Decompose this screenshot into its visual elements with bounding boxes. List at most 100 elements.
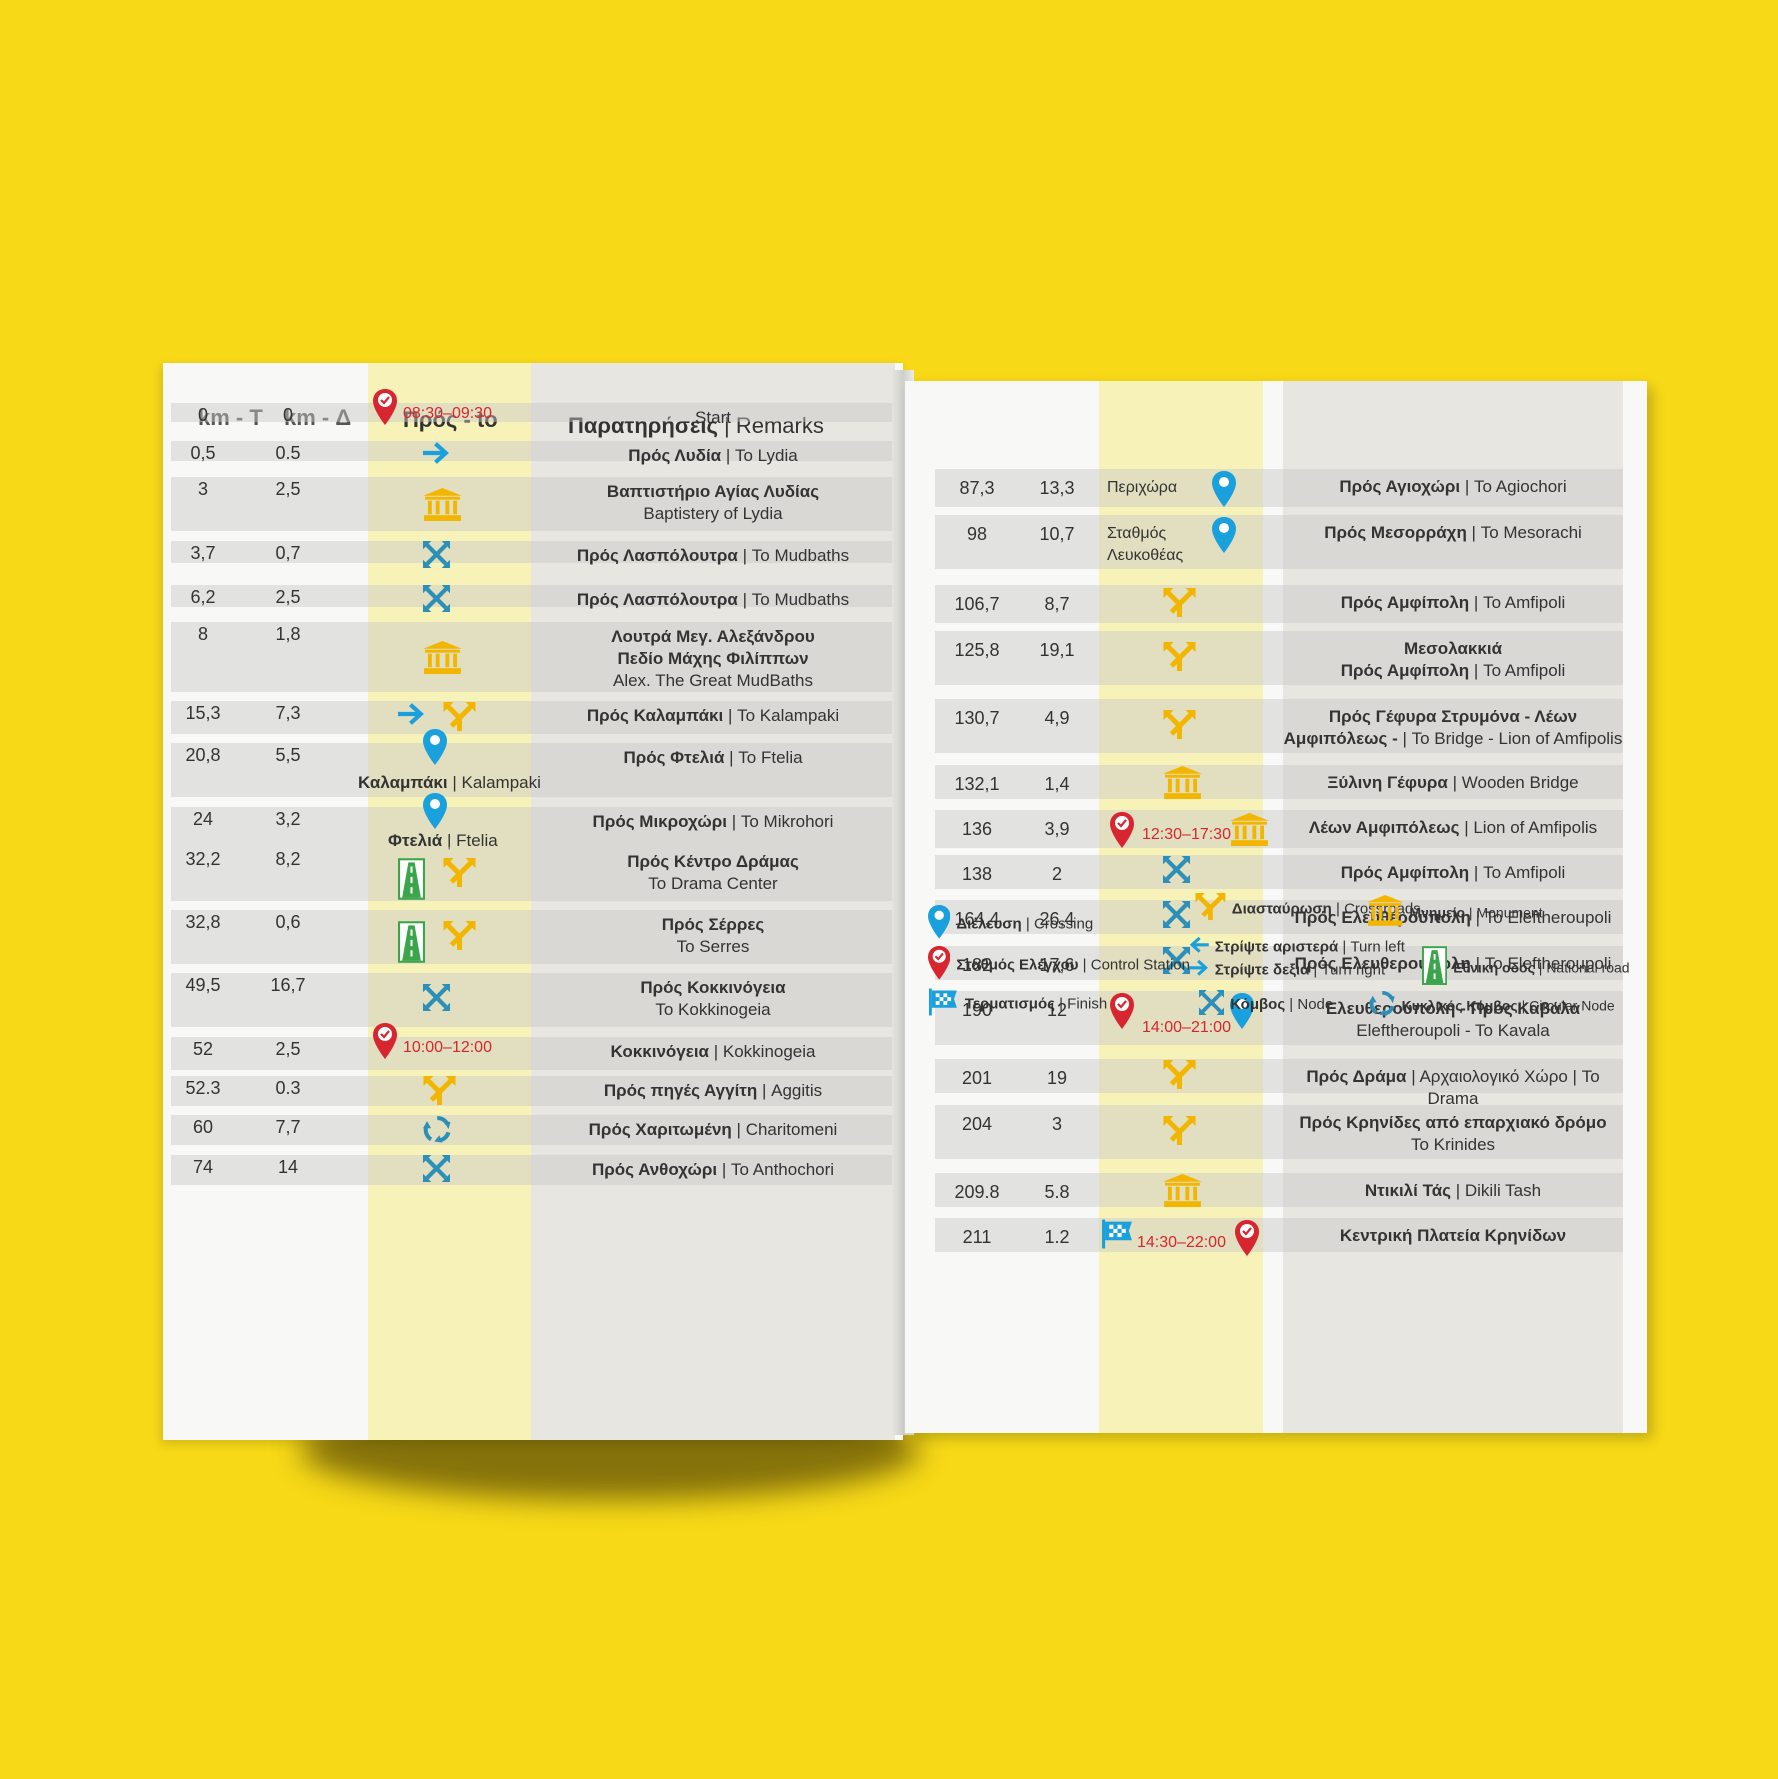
- km-delta: 0,6: [275, 912, 301, 932]
- remark-separator: |: [1469, 863, 1484, 882]
- remark-english: To Mesorachi: [1480, 523, 1582, 542]
- remark-line: Ξύλινη Γέφυρα | Wooden Bridge: [1283, 772, 1623, 794]
- remark-line: Κεντρική Πλατεία Κρηνίδων: [1283, 1225, 1623, 1247]
- remark-greek: Πρός πηγές Αγγίτη: [603, 1081, 758, 1100]
- remark-english: To Drama Center: [648, 874, 778, 893]
- remark-line: Ντικιλί Τάς | Dikili Tash: [1283, 1180, 1623, 1202]
- km-total: 106,7: [954, 594, 1000, 614]
- remark-greek: Αμφιπόλεως -: [1283, 729, 1398, 748]
- remark: Πρός Κρηνίδες από επαρχιακό δρόμο To Krin…: [1283, 1112, 1623, 1156]
- remarks-column-stripe: [531, 363, 895, 1440]
- legend-greek: Στρίψτε δεξιά: [1214, 961, 1310, 979]
- node-icon: [423, 541, 450, 573]
- km-total: 52: [192, 1039, 214, 1059]
- place-line: Σταθμός: [1107, 525, 1167, 542]
- remark-greek: Πρός Λυδία: [628, 446, 722, 465]
- monument-icon: [1163, 1174, 1202, 1212]
- table-row: [935, 810, 1623, 848]
- remark-separator: |: [1469, 661, 1484, 680]
- remark: Βαπτιστήριο Αγίας Λυδίας Baptistery of Ly…: [533, 481, 893, 525]
- remark: Πρός Κοκκινόγεια To Kokkinogeia: [533, 977, 893, 1021]
- control-station-icon: [928, 946, 951, 984]
- table-row: [935, 631, 1623, 685]
- km-total: 211: [962, 1227, 992, 1247]
- remark-line: Alex. The Great MudBaths: [533, 670, 893, 692]
- km-delta: 3: [1051, 1114, 1062, 1134]
- remark-english: Alex. The Great MudBaths: [612, 671, 813, 690]
- place-separator: |: [447, 773, 462, 792]
- km-total: 24: [192, 809, 214, 829]
- remark-separator: |: [1459, 818, 1474, 837]
- km-total: 0: [197, 405, 208, 425]
- remark-separator: |: [721, 446, 735, 465]
- km-total: 32,2: [185, 849, 221, 869]
- legend-label: Σταθμός Ελέγχου | Control Station: [956, 956, 1190, 973]
- table-row: [935, 1059, 1623, 1093]
- km-total: 98: [966, 524, 988, 544]
- remark-greek: Πρός Κέντρο Δράμας: [627, 852, 799, 871]
- table-row: [935, 991, 1623, 1045]
- remark-separator: |: [1451, 1181, 1465, 1200]
- monument-icon: [1367, 895, 1404, 930]
- km-total: 136: [961, 819, 993, 839]
- km-delta: 5,5: [275, 745, 301, 765]
- table-row: [935, 765, 1623, 799]
- legend-item: Στρίψτε αριστερά | Turn left: [1189, 936, 1405, 958]
- remark-greek: Πρός Φτελιά: [623, 748, 725, 767]
- legend-label: Τερματισμός | Finish: [965, 996, 1107, 1013]
- remark-greek: Πρός Αμφίπολη: [1340, 661, 1470, 680]
- remark-english: To Amfipoli: [1483, 863, 1566, 882]
- legend-item: Τερματισμός | Finish: [928, 988, 1107, 1020]
- legend-separator: |: [1534, 959, 1547, 976]
- control-station-icon: [373, 389, 397, 430]
- table-row: [935, 699, 1623, 753]
- legend-separator: |: [1078, 956, 1091, 974]
- table-row: [171, 585, 895, 607]
- km-total: 74: [192, 1157, 214, 1177]
- legend-item: Διέλευση | Crossing: [928, 905, 1093, 943]
- km-total: 60: [192, 1117, 214, 1137]
- remark-line: Κοκκινόγεια | Kokkinogeia: [533, 1041, 893, 1063]
- legend-item: Μνημείο | Monument: [1367, 895, 1543, 930]
- crossroads-icon: [1163, 1116, 1196, 1151]
- remark-separator: |: [726, 812, 741, 831]
- km-total: 164,4: [954, 909, 1000, 929]
- legend-greek: Σταθμός Ελέγχου: [956, 956, 1079, 974]
- km-delta: 16,7: [270, 975, 306, 995]
- remark-line: Πρός Σέρρες: [533, 914, 893, 936]
- place-separator: |: [442, 831, 457, 850]
- table-row: [935, 469, 1623, 507]
- remark-greek: Πρός Αμφίπολη: [1340, 593, 1470, 612]
- legend-separator: |: [1054, 995, 1068, 1013]
- remark-english: Dikili Tash: [1464, 1181, 1542, 1200]
- turn-right-icon: [398, 702, 425, 731]
- legend-item: Στρίψτε δεξιά | Turn right: [1189, 959, 1385, 981]
- km-total: 3: [197, 479, 208, 499]
- remark-greek: Ξύλινη Γέφυρα: [1327, 773, 1448, 792]
- legend-label: Μνημείο | Monument: [1409, 904, 1542, 920]
- table-row: [171, 701, 895, 734]
- remark: Πρός Μικροχώρι | To Mikrohori: [533, 811, 893, 833]
- header-km-t: km - T: [198, 405, 263, 430]
- table-row: [171, 1037, 895, 1070]
- remark-line: Eleftheroupoli - To Kavala: [1283, 1020, 1623, 1042]
- legend-english: Circular Node: [1529, 997, 1615, 1014]
- remark: Πρός Ανθοχώρι | To Anthochori: [533, 1159, 893, 1181]
- remark-greek: Πρός Λασπόλουτρα: [576, 590, 738, 609]
- remark: Πρός Φτελιά | To Ftelia: [533, 747, 893, 769]
- crossroads-icon: [1163, 642, 1196, 677]
- table-row: [935, 585, 1623, 623]
- remark-separator: |: [724, 748, 739, 767]
- km-delta: 4,9: [1044, 708, 1070, 728]
- crossroads-icon: [1195, 893, 1226, 925]
- place-line: Λευκοθέας: [1107, 547, 1184, 564]
- legend-greek: Κόμβος: [1230, 996, 1286, 1014]
- remark: Πρός πηγές Αγγίτη | Aggitis: [533, 1080, 893, 1102]
- crossing-icon: [423, 793, 447, 834]
- km-total: 132,1: [954, 774, 1000, 794]
- crossing-icon: [423, 729, 447, 770]
- node-icon: [1163, 856, 1190, 888]
- legend-label: Κόμβος | Node: [1230, 996, 1333, 1013]
- checkpoint-time: 08:30–09:30: [403, 405, 492, 422]
- table-row: [171, 973, 895, 1027]
